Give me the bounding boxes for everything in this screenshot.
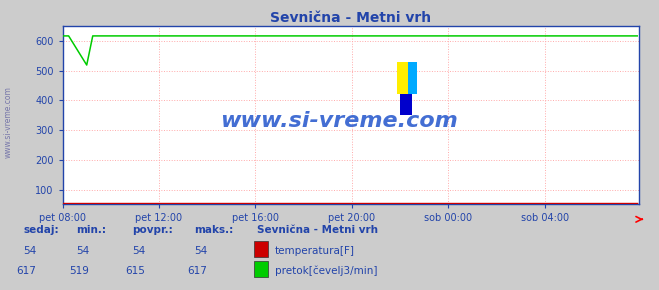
Text: www.si-vreme.com: www.si-vreme.com — [3, 86, 13, 158]
Title: Sevnična - Metni vrh: Sevnična - Metni vrh — [270, 11, 432, 25]
Text: 54: 54 — [194, 246, 208, 256]
Bar — [400, 95, 412, 115]
Text: 54: 54 — [76, 246, 89, 256]
Text: 54: 54 — [23, 246, 36, 256]
Text: 615: 615 — [125, 266, 145, 276]
Text: www.si-vreme.com: www.si-vreme.com — [221, 110, 458, 130]
Bar — [408, 62, 417, 94]
Text: pretok[čevelj3/min]: pretok[čevelj3/min] — [275, 266, 378, 276]
Text: sedaj:: sedaj: — [23, 225, 59, 235]
Text: min.:: min.: — [76, 225, 106, 235]
Bar — [397, 62, 408, 94]
Text: povpr.:: povpr.: — [132, 225, 173, 235]
Text: Sevnična - Metni vrh: Sevnična - Metni vrh — [257, 225, 378, 235]
Text: temperatura[F]: temperatura[F] — [275, 246, 355, 256]
Text: 617: 617 — [188, 266, 208, 276]
Text: 54: 54 — [132, 246, 145, 256]
Text: maks.:: maks.: — [194, 225, 234, 235]
Text: 519: 519 — [69, 266, 89, 276]
Text: 617: 617 — [16, 266, 36, 276]
